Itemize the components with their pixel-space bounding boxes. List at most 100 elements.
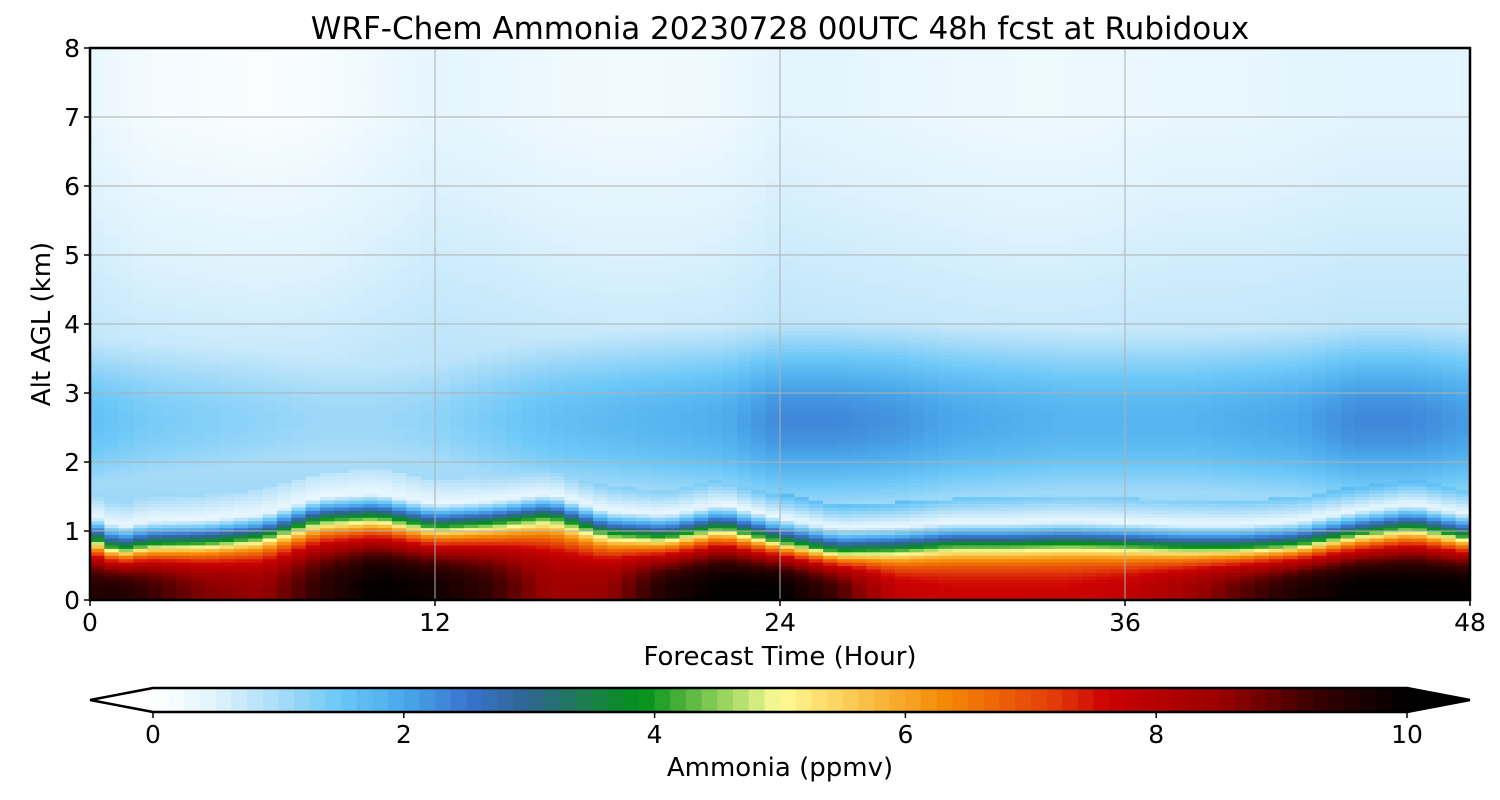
field-cell [435, 552, 450, 556]
field-cell [938, 441, 953, 445]
field-cell [924, 455, 939, 459]
field-cell [1398, 552, 1413, 556]
field-cell [363, 510, 378, 514]
field-cell [507, 583, 522, 587]
field-cell [219, 455, 234, 459]
field-cell [277, 438, 292, 442]
field-cell [1341, 486, 1356, 490]
field-cell [392, 517, 407, 521]
field-cell [593, 579, 608, 583]
field-cell [1154, 421, 1169, 425]
field-cell [248, 555, 263, 559]
field-cell [1139, 538, 1154, 542]
field-cell [306, 524, 321, 528]
field-cell [1283, 469, 1298, 473]
field-cell [133, 555, 148, 559]
field-cell [291, 452, 306, 456]
field-cell [665, 500, 680, 504]
field-cell [780, 486, 795, 490]
field-cell [521, 562, 536, 566]
field-cell [1269, 514, 1284, 518]
field-cell [449, 428, 464, 432]
field-cell [895, 510, 910, 514]
field-cell [564, 583, 579, 587]
field-cell [1082, 555, 1097, 559]
field-cell [1341, 590, 1356, 594]
field-cell [1269, 545, 1284, 549]
field-cell [564, 524, 579, 528]
field-cell [507, 555, 522, 559]
field-cell [205, 593, 220, 597]
field-cell [205, 562, 220, 566]
field-cell [406, 497, 421, 501]
field-cell [1111, 524, 1126, 528]
field-cell [263, 462, 278, 466]
field-cell [766, 483, 781, 487]
field-cell [1427, 448, 1442, 452]
field-cell [176, 476, 191, 480]
field-cell [708, 465, 723, 469]
field-cell [320, 572, 335, 576]
field-cell [866, 434, 881, 438]
field-cell [1183, 569, 1198, 573]
field-cell [794, 559, 809, 563]
field-cell [866, 545, 881, 549]
field-cell [1024, 421, 1039, 425]
field-cell [694, 493, 709, 497]
field-cell [162, 569, 177, 573]
field-cell [1298, 490, 1313, 494]
field-cell [1183, 510, 1198, 514]
field-cell [608, 455, 623, 459]
field-cell [1427, 462, 1442, 466]
field-cell [550, 555, 565, 559]
field-cell [1441, 545, 1456, 549]
field-cell [1427, 531, 1442, 535]
field-cell [723, 445, 738, 449]
field-cell [1326, 469, 1341, 473]
field-cell [1010, 593, 1025, 597]
field-cell [435, 493, 450, 497]
field-cell [766, 576, 781, 580]
field-cell [996, 593, 1011, 597]
field-cell [838, 421, 853, 425]
field-cell [277, 534, 292, 538]
field-cell [1068, 583, 1083, 587]
field-cell [334, 545, 349, 549]
field-cell [1010, 572, 1025, 576]
field-cell [291, 545, 306, 549]
field-cell [1139, 500, 1154, 504]
field-cell [651, 569, 666, 573]
field-cell [579, 455, 594, 459]
field-cell [1240, 434, 1255, 438]
field-cell [536, 455, 551, 459]
field-cell [1355, 483, 1370, 487]
field-cell [320, 445, 335, 449]
field-cell [1427, 428, 1442, 432]
field-cell [550, 576, 565, 580]
field-cell [1053, 434, 1068, 438]
field-cell [1398, 465, 1413, 469]
field-cell [866, 428, 881, 432]
field-cell [334, 566, 349, 570]
field-cell [1226, 452, 1241, 456]
field-cell [823, 579, 838, 583]
field-cell [550, 534, 565, 538]
field-cell [1111, 424, 1126, 428]
field-cell [291, 531, 306, 535]
field-cell [334, 500, 349, 504]
field-cell [1082, 469, 1097, 473]
field-cell [1398, 469, 1413, 473]
field-cell [1254, 531, 1269, 535]
field-cell [449, 441, 464, 445]
field-cell [406, 534, 421, 538]
field-cell [1254, 548, 1269, 552]
field-cell [1254, 507, 1269, 511]
field-cell [636, 438, 651, 442]
field-cell [708, 555, 723, 559]
field-cell [636, 507, 651, 511]
field-cell [866, 510, 881, 514]
field-cell [176, 552, 191, 556]
field-cell [234, 555, 249, 559]
field-cell [766, 479, 781, 483]
field-cell [306, 428, 321, 432]
